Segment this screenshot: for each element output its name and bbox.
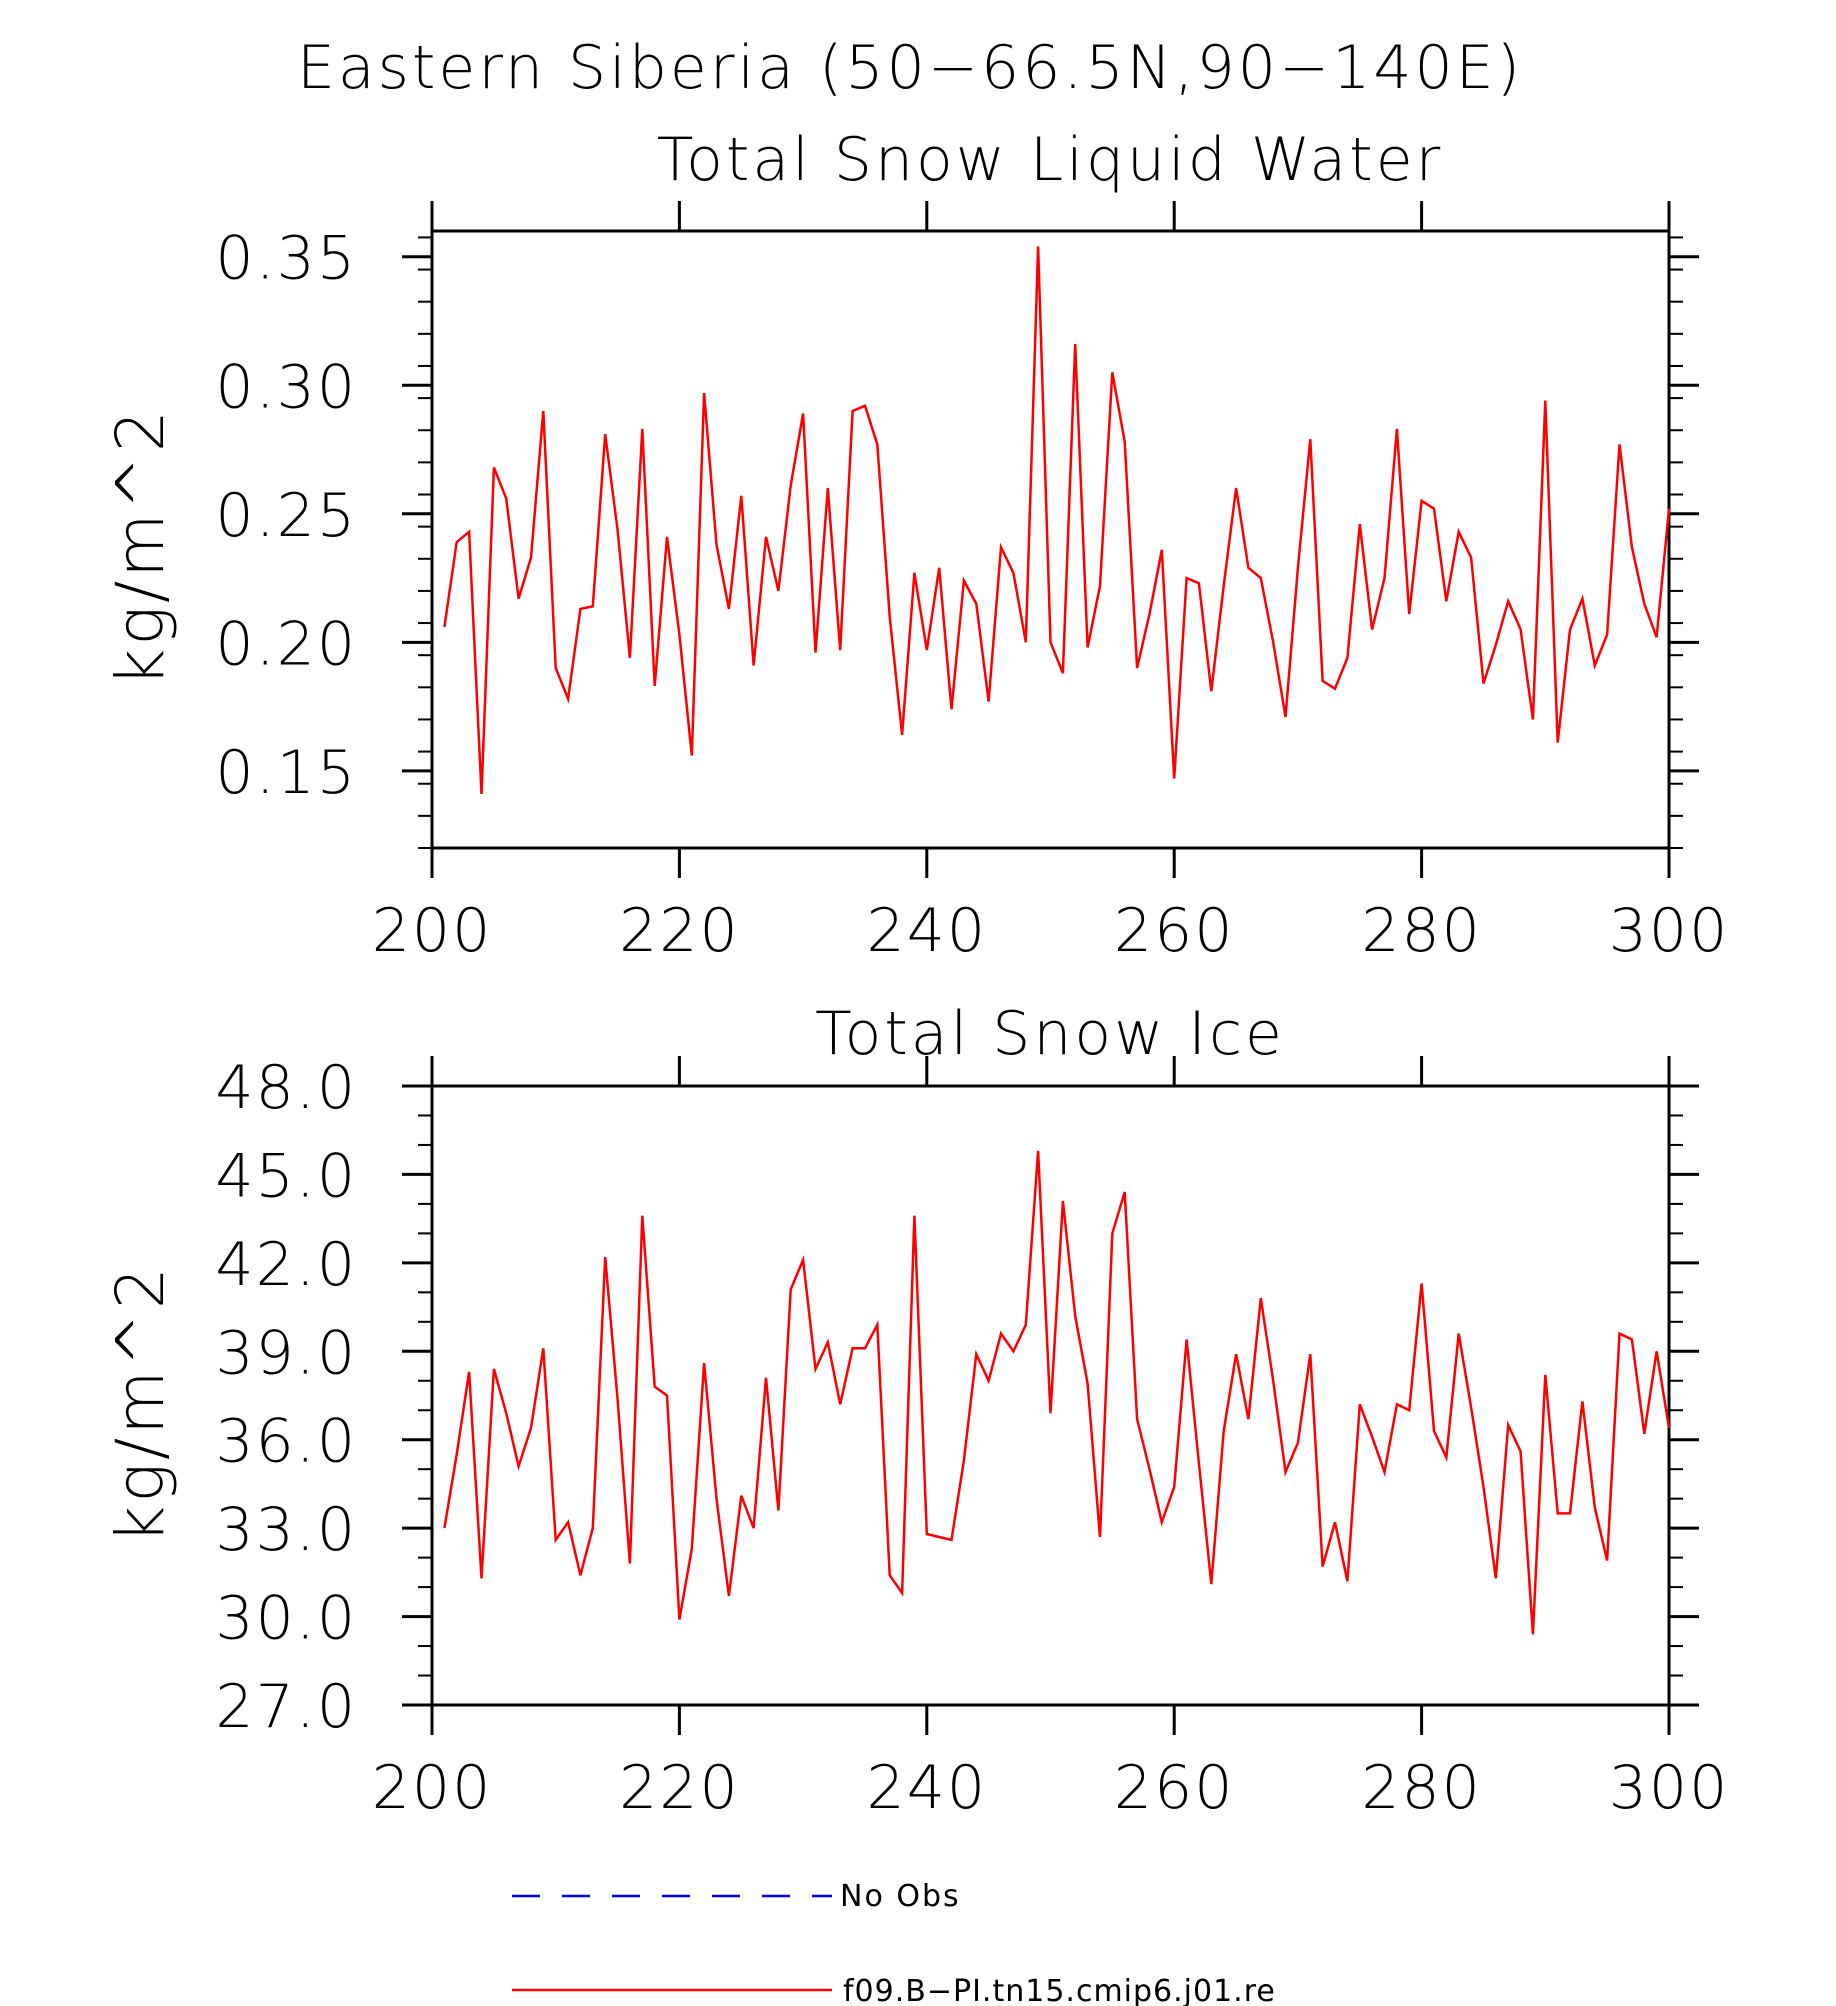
- y-tick-label: 30.0: [215, 1584, 357, 1654]
- y-ticks: 27.0 30.0 33.0 36.0 39.0 42.0 45.0 48.0: [215, 1053, 1699, 1742]
- x-tick-label: 300: [1609, 1753, 1730, 1823]
- chart-title: Total Snow Liquid Water: [657, 125, 1444, 195]
- x-tick-label: 220: [619, 896, 740, 966]
- y-tick-label: 45.0: [215, 1141, 357, 1211]
- x-tick-label: 300: [1609, 896, 1730, 966]
- y-tick-label: 42.0: [215, 1230, 357, 1300]
- y-ticks: 0.15 0.20 0.25 0.30 0.35: [215, 224, 1699, 849]
- y-tick-label: 33.0: [215, 1495, 357, 1565]
- series-group: [443, 246, 1671, 795]
- y-axis-label: kg/m^2: [102, 407, 179, 687]
- x-tick-label: 280: [1361, 1753, 1482, 1823]
- series-group: [443, 1150, 1671, 1635]
- legend: No Obs f09.B−PI.tn15.cmip6.j01.re: [512, 1879, 1276, 2006]
- y-tick-label: 0.20: [215, 609, 357, 679]
- legend-label-model: f09.B−PI.tn15.cmip6.j01.re: [843, 1974, 1276, 2006]
- y-tick-label: 27.0: [215, 1672, 357, 1742]
- chart-panel-snow-ice: Total Snow Ice kg/m^2 27.0 30.0 33.0 36.0 39…: [102, 999, 1730, 1823]
- x-tick-label: 200: [372, 896, 493, 966]
- x-tick-label: 240: [867, 896, 988, 966]
- y-tick-label: 0.25: [215, 481, 357, 551]
- y-tick-label: 39.0: [215, 1318, 357, 1388]
- x-tick-label: 220: [619, 1753, 740, 1823]
- y-axis-label: kg/m^2: [102, 1264, 179, 1544]
- x-tick-label: 280: [1361, 896, 1482, 966]
- y-tick-label: 0.15: [215, 738, 357, 808]
- y-tick-label: 0.35: [215, 224, 357, 294]
- x-tick-label: 240: [867, 1753, 988, 1823]
- x-ticks: 200 220 240 260 280 300: [372, 1056, 1730, 1823]
- plot-frame: [430, 1084, 1671, 1707]
- chart-title: Total Snow Ice: [815, 999, 1285, 1069]
- plot-frame: [430, 229, 1671, 850]
- x-tick-label: 260: [1114, 1753, 1235, 1823]
- x-ticks: 200 220 240 260 280 300: [372, 201, 1730, 966]
- y-tick-label: 48.0: [215, 1053, 357, 1123]
- figure-title: Eastern Siberia (50−66.5N,90−140E): [297, 33, 1523, 103]
- chart-panel-snow-liquid-water: Total Snow Liquid Water kg/m^2 0.150.200…: [102, 125, 1730, 966]
- x-tick-label: 200: [372, 1753, 493, 1823]
- y-tick-label: 0.30: [215, 352, 357, 422]
- legend-label-no-obs: No Obs: [840, 1879, 961, 1914]
- x-tick-label: 260: [1114, 896, 1235, 966]
- series-line: [443, 246, 1671, 795]
- series-line: [443, 1150, 1671, 1635]
- y-tick-label: 36.0: [215, 1407, 357, 1477]
